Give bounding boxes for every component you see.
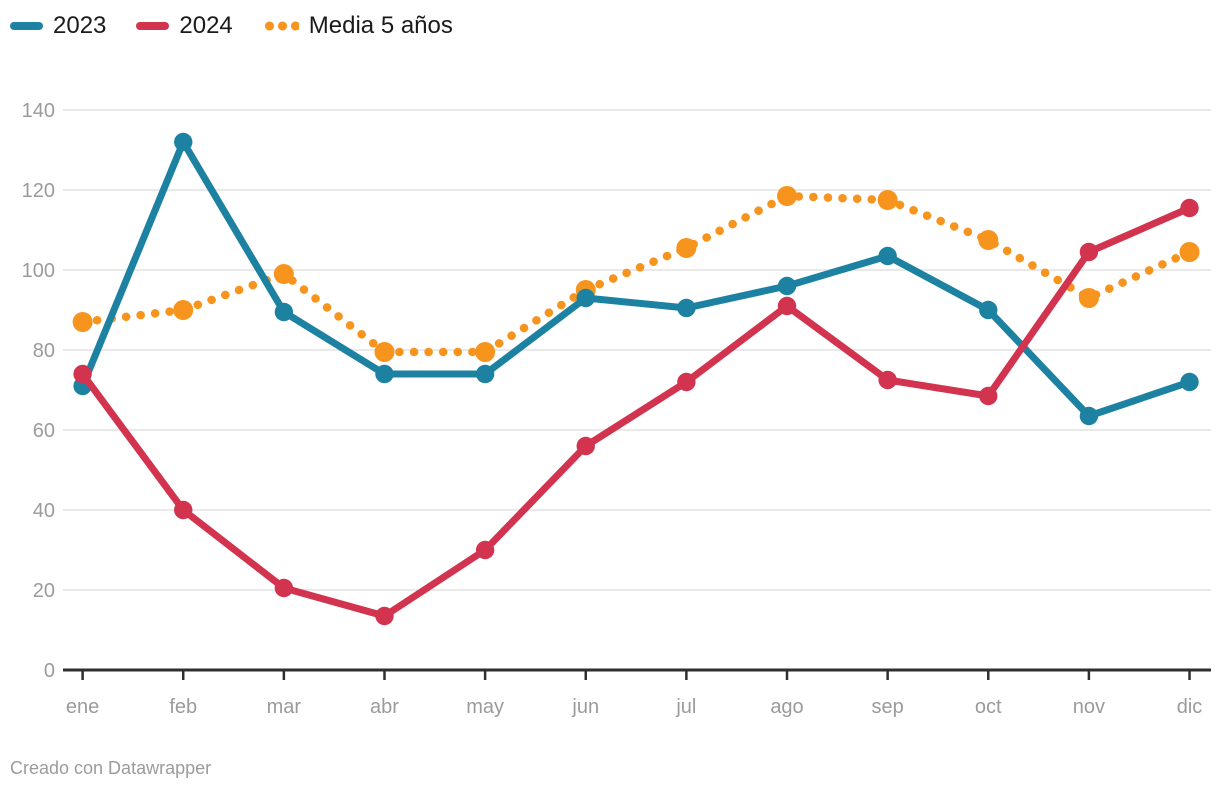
y-axis-tick-label: 140 — [22, 100, 55, 122]
line-chart: 0 20 40 60 80 100 120 140 ene feb mar abr may jun jul a… — [22, 100, 1211, 718]
legend-item-2023: 2023 — [10, 14, 106, 38]
data-point — [273, 264, 294, 284]
x-axis-tick-label: feb — [169, 696, 197, 718]
y-axis-tick-label: 120 — [22, 180, 55, 202]
x-axis-tick-label: mar — [267, 696, 302, 718]
data-point — [677, 372, 696, 392]
data-point — [576, 436, 595, 456]
y-axis-tick-label: 100 — [22, 260, 55, 282]
legend-label: 2024 — [179, 12, 233, 39]
series-line-media-5-años — [78, 191, 1194, 357]
x-axis-tick-label: jul — [675, 696, 696, 718]
data-point — [677, 298, 696, 318]
series-line-2023 — [79, 138, 1194, 420]
data-point — [72, 312, 93, 332]
data-point — [877, 190, 898, 210]
data-point — [274, 302, 294, 322]
x-axis-tick-label: abr — [370, 696, 399, 718]
data-point — [174, 132, 193, 152]
data-point — [576, 288, 595, 308]
data-point — [979, 300, 998, 320]
x-axis-tick-label: oct — [975, 696, 1002, 718]
legend-item-media-5-anos: Media 5 años — [262, 12, 453, 39]
data-point — [979, 386, 998, 406]
data-point — [978, 230, 999, 250]
y-axis-tick-label: 0 — [44, 660, 55, 682]
data-point — [1179, 242, 1200, 262]
data-point — [1079, 406, 1099, 426]
data-point — [1180, 372, 1199, 392]
data-point — [676, 238, 697, 258]
attribution-text: Creado con Datawrapper — [10, 758, 212, 778]
legend-label: Media 5 años — [308, 12, 453, 39]
data-point — [777, 276, 797, 296]
legend-line-swatch — [136, 22, 170, 30]
data-point — [878, 370, 897, 390]
data-point — [777, 186, 798, 206]
x-axis-tick-label: may — [466, 696, 504, 718]
x-axis-tick-label: ene — [66, 696, 99, 718]
data-point — [475, 364, 495, 384]
data-point — [475, 540, 495, 560]
x-axis-tick-label: jun — [571, 696, 599, 718]
data-point — [475, 342, 496, 362]
data-point — [374, 342, 395, 362]
x-axis-tick-label: nov — [1073, 696, 1105, 718]
data-point — [274, 578, 294, 598]
x-axis-tick-label: sep — [872, 696, 904, 718]
data-point — [878, 246, 897, 266]
data-point — [1079, 242, 1099, 262]
x-axis-tick-label: dic — [1177, 696, 1203, 718]
y-axis-tick-label: 80 — [33, 340, 55, 362]
data-point — [777, 296, 797, 316]
data-point — [375, 364, 394, 384]
legend-dotted-swatch — [262, 21, 299, 31]
data-point — [1078, 288, 1099, 308]
data-point — [73, 364, 92, 384]
series-line-2024 — [79, 204, 1194, 620]
y-axis-tick-label: 60 — [33, 420, 55, 442]
data-point — [173, 300, 194, 320]
legend-line-swatch — [10, 22, 43, 30]
legend-label: 2023 — [53, 12, 107, 39]
data-point — [174, 500, 193, 520]
chart-legend: 2023 2024 Media 5 años — [10, 14, 453, 38]
y-axis-tick-label: 20 — [33, 580, 55, 602]
data-point — [375, 606, 394, 626]
x-axis-tick-label: ago — [770, 696, 803, 718]
data-point — [1180, 198, 1199, 218]
y-axis-tick-label: 40 — [33, 500, 55, 522]
legend-item-2024: 2024 — [136, 12, 233, 39]
